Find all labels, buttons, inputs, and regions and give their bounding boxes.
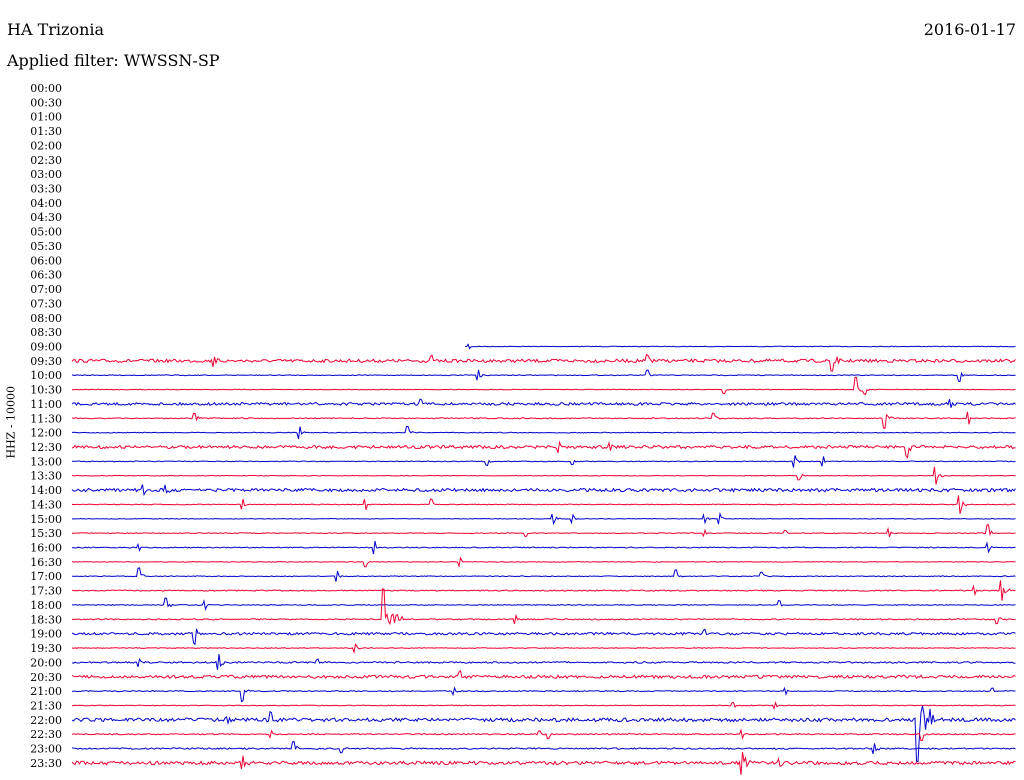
- time-label-0200: 02:00: [30, 139, 62, 152]
- trace-0900: [464, 343, 1016, 350]
- time-label-1700: 17:00: [30, 570, 62, 583]
- time-label-1430: 14:30: [30, 498, 62, 511]
- time-label-1000: 10:00: [30, 369, 62, 382]
- time-label-1100: 11:00: [30, 398, 62, 411]
- time-label-0900: 09:00: [30, 340, 62, 353]
- time-label-0700: 07:00: [30, 283, 62, 296]
- trace-2200: [71, 705, 1016, 763]
- time-label-2100: 21:00: [30, 685, 62, 698]
- trace-2330: [71, 751, 1016, 775]
- trace-1000: [71, 369, 1016, 383]
- time-label-0400: 04:00: [30, 197, 62, 210]
- trace-2300: [71, 740, 1016, 755]
- time-label-0330: 03:30: [30, 183, 62, 196]
- trace-1730: [71, 580, 1016, 601]
- time-label-1330: 13:30: [30, 470, 62, 483]
- trace-1800: [71, 597, 1016, 612]
- time-label-0600: 06:00: [30, 254, 62, 267]
- time-label-0930: 09:30: [30, 355, 62, 368]
- time-label-0300: 03:00: [30, 168, 62, 181]
- time-label-1030: 10:30: [30, 384, 62, 397]
- time-label-0730: 07:30: [30, 297, 62, 310]
- time-label-0030: 00:30: [30, 96, 62, 109]
- time-label-1800: 18:00: [30, 599, 62, 612]
- time-label-1930: 19:30: [30, 642, 62, 655]
- station-title: HA Trizonia: [7, 20, 105, 39]
- time-label-1400: 14:00: [30, 484, 62, 497]
- trace-1830: [71, 588, 1016, 625]
- time-label-0800: 08:00: [30, 312, 62, 325]
- trace-1930: [71, 643, 1016, 655]
- trace-1500: [71, 511, 1016, 526]
- trace-2000: [71, 654, 1016, 670]
- time-label-1230: 12:30: [30, 441, 62, 454]
- trace-2030: [71, 669, 1016, 680]
- trace-1100: [71, 398, 1016, 408]
- trace-1530: [71, 524, 1016, 538]
- time-label-2300: 23:00: [30, 743, 62, 756]
- trace-1200: [72, 425, 1016, 440]
- time-label-1500: 15:00: [30, 513, 62, 526]
- time-label-1530: 15:30: [30, 527, 62, 540]
- time-label-2200: 22:00: [30, 714, 62, 727]
- time-label-1900: 19:00: [30, 628, 62, 641]
- time-label-0230: 02:30: [30, 154, 62, 167]
- trace-1230: [71, 440, 1016, 459]
- trace-0930: [71, 353, 1016, 372]
- time-label-1300: 13:00: [30, 455, 62, 468]
- time-label-0530: 05:30: [30, 240, 62, 253]
- trace-1130: [71, 411, 1016, 430]
- time-label-1600: 16:00: [30, 542, 62, 555]
- filter-label: Applied filter: WWSSN-SP: [7, 51, 220, 70]
- time-label-1200: 12:00: [30, 427, 62, 440]
- time-label-2130: 21:30: [30, 699, 62, 712]
- time-label-2000: 20:00: [30, 656, 62, 669]
- trace-1300: [71, 455, 1016, 468]
- trace-1700: [71, 567, 1016, 582]
- time-label-2230: 22:30: [30, 728, 62, 741]
- trace-1630: [71, 556, 1016, 568]
- trace-2100: [71, 686, 1016, 703]
- time-label-1630: 16:30: [30, 556, 62, 569]
- time-label-1830: 18:30: [30, 613, 62, 626]
- time-label-0500: 05:00: [30, 226, 62, 239]
- time-label-1130: 11:30: [30, 412, 62, 425]
- trace-1400: [71, 484, 1016, 497]
- time-label-0430: 04:30: [30, 211, 62, 224]
- time-label-2030: 20:30: [30, 671, 62, 684]
- trace-1600: [71, 540, 1016, 555]
- record-date: 2016-01-17: [923, 20, 1016, 39]
- time-label-0630: 06:30: [30, 269, 62, 282]
- time-label-0000: 00:00: [30, 82, 62, 95]
- time-label-0100: 01:00: [30, 111, 62, 124]
- trace-1430: [71, 495, 1016, 514]
- time-label-2330: 23:30: [30, 757, 62, 770]
- trace-2230: [71, 728, 1016, 742]
- time-label-1730: 17:30: [30, 585, 62, 598]
- trace-1330: [71, 466, 1016, 485]
- trace-2130: [72, 701, 1016, 711]
- trace-1030: [71, 376, 1016, 396]
- time-label-0130: 01:30: [30, 125, 62, 138]
- time-label-0830: 08:30: [30, 326, 62, 339]
- trace-1900: [71, 628, 1016, 646]
